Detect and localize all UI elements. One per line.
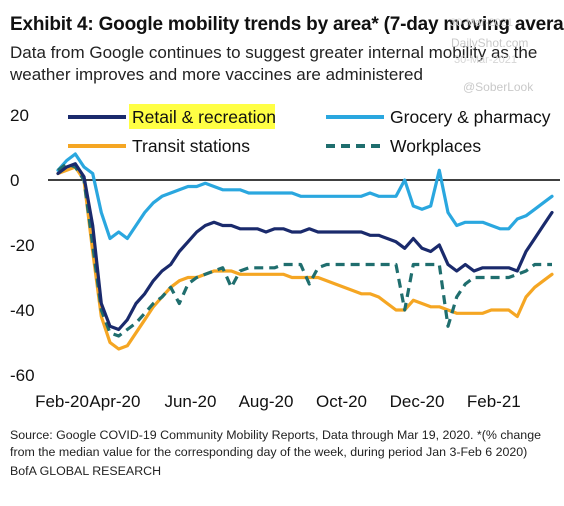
watermark-site: DailyShot.com — [451, 36, 529, 50]
x-tick-label: Apr-20 — [89, 392, 140, 411]
series-layer — [48, 152, 560, 351]
x-tick-label: Aug-20 — [239, 392, 294, 411]
y-tick-label: -40 — [10, 301, 35, 320]
x-tick-label: Feb-21 — [467, 392, 521, 411]
x-axis-tick-labels: Feb-20 Apr-20 Jun-20 Aug-20 Oct-20 Dec-20 Feb-… — [35, 392, 521, 411]
x-tick-label: Dec-20 — [390, 392, 445, 411]
series-line-retail — [56, 162, 554, 332]
series-line-transit — [56, 165, 554, 351]
watermark-date-2: 30-Mar-2021 — [454, 54, 517, 66]
y-tick-label: -20 — [10, 236, 35, 255]
series-line-workplaces — [57, 162, 552, 338]
chart-subtitle: Data from Google continues to suggest gr… — [10, 43, 538, 84]
source-note: Source: Google COVID-19 Community Mobili… — [10, 428, 541, 459]
y-tick-label: 0 — [10, 171, 19, 190]
y-axis-tick-labels: 20 0 -20 -40 -60 — [10, 106, 35, 385]
chart-title: Exhibit 4: Google mobility trends by are… — [10, 14, 564, 35]
y-tick-label: -60 — [10, 366, 35, 385]
legend-label-grocery: Grocery & pharmacy — [390, 107, 551, 127]
x-tick-label: Feb-20 — [35, 392, 89, 411]
legend-label-transit: Transit stations — [132, 136, 250, 156]
legend-highlight-retail — [129, 104, 275, 129]
series-line-grocery — [56, 152, 554, 241]
legend-label-retail: Retail & recreation — [132, 107, 276, 127]
watermark-handle: @SoberLook — [463, 80, 534, 94]
brand-footer: BofA GLOBAL RESEARCH — [10, 464, 162, 478]
x-tick-label: Jun-20 — [164, 392, 216, 411]
x-tick-label: Oct-20 — [316, 392, 367, 411]
watermark-date: 30-Mar-2021 — [450, 17, 513, 29]
y-tick-label: 20 — [10, 106, 29, 125]
legend-label-workplaces: Workplaces — [390, 136, 481, 156]
legend: Retail & recreation Grocery & pharmacy Tra… — [68, 104, 551, 156]
